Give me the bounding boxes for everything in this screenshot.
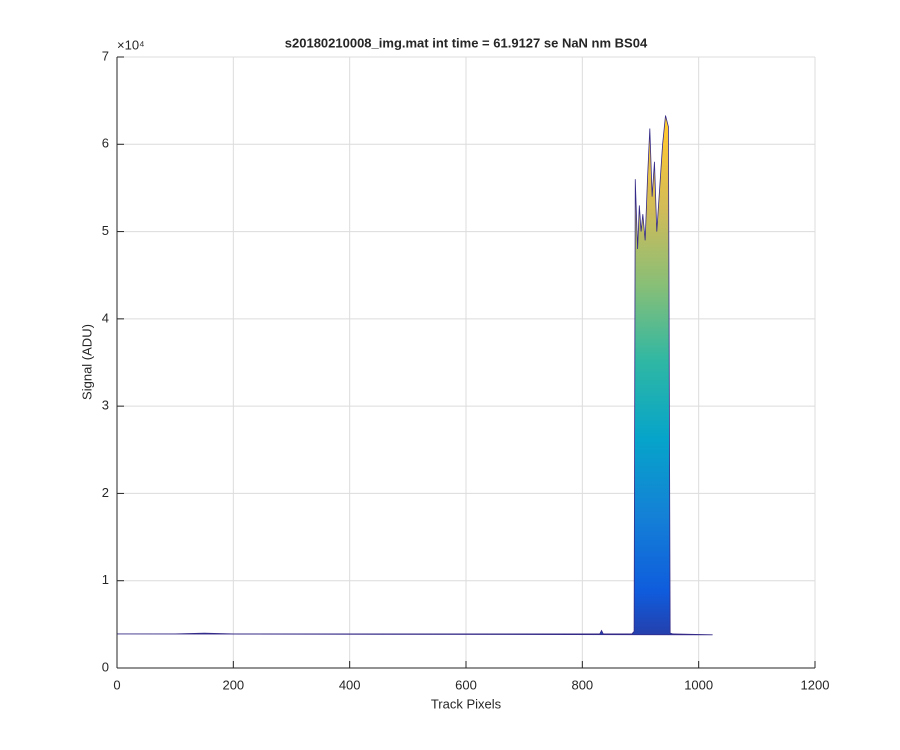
y-tick-label: 5: [102, 223, 109, 238]
y-tick-label: 4: [102, 310, 109, 325]
axes: 0 200 400 600 800 1000 1200 0 1 2 3 4 5 6 7: [102, 48, 830, 692]
signal-area: [116, 115, 713, 636]
x-tick-label: 600: [455, 677, 477, 692]
x-tick-label: 1200: [801, 677, 830, 692]
y-axis-label: Signal (ADU): [79, 324, 94, 400]
y-tick-label: 6: [102, 136, 109, 151]
chart-title: s20180210008_img.mat int time = 61.9127 …: [285, 35, 648, 50]
y-tick-label: 3: [102, 398, 109, 413]
y-tick-label: 1: [102, 572, 109, 587]
y-tick-label: 0: [102, 659, 109, 674]
x-axis-label: Track Pixels: [431, 696, 502, 711]
x-tick-label: 0: [113, 677, 120, 692]
y-tick-label: 2: [102, 485, 109, 500]
y-tick-label: 7: [102, 48, 109, 63]
x-tick-label: 400: [339, 677, 361, 692]
x-tick-label: 200: [222, 677, 244, 692]
y-exponent-label: ×10⁴: [117, 37, 145, 52]
x-tick-label: 800: [571, 677, 593, 692]
grid: [116, 56, 816, 669]
marks: [116, 115, 713, 636]
x-tick-label: 1000: [684, 677, 713, 692]
